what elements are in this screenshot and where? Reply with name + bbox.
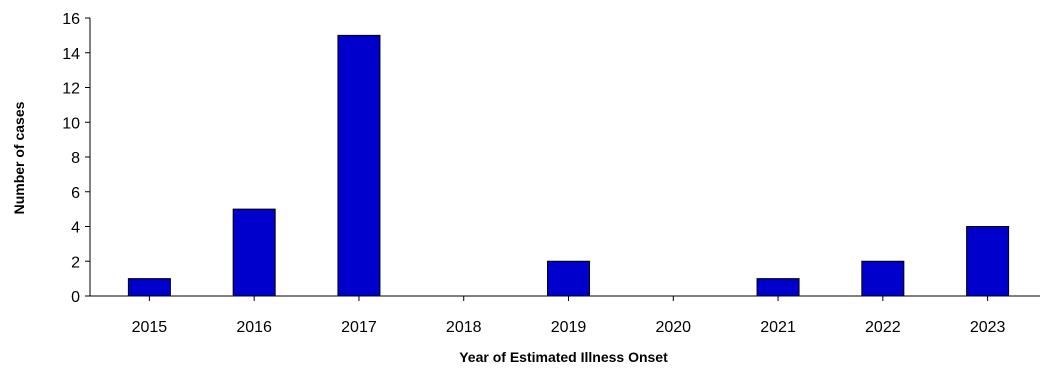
x-tick-label: 2023 [970,319,1006,336]
x-tick-label: 2019 [551,319,587,336]
x-tick-label: 2018 [446,319,482,336]
bar-2015 [127,278,171,297]
y-tick-label: 14 [62,46,80,63]
x-tick-label: 2015 [132,319,168,336]
y-tick-label: 10 [62,115,80,132]
x-axis-title: Year of Estimated Illness Onset [459,349,668,365]
bar-2021 [756,278,800,297]
x-tick-label: 2017 [341,319,377,336]
y-tick-label: 2 [71,254,80,271]
y-tick-label: 16 [62,11,80,28]
y-tick-label: 0 [71,289,80,306]
y-axis-ticks: 0 2 4 6 8 10 12 14 16 [62,11,90,306]
y-tick-label: 12 [62,81,80,98]
bars [127,34,1010,297]
x-tick-label: 2016 [236,319,272,336]
bar-2019 [547,260,590,297]
y-axis-title: Number of cases [11,101,27,214]
bar-2022 [861,260,905,297]
y-tick-label: 4 [71,220,80,237]
x-tick-label: 2021 [760,319,796,336]
y-tick-label: 8 [71,150,80,167]
x-tick-label: 2022 [865,319,901,336]
x-tick-label: 2020 [655,319,691,336]
bar-2023 [966,226,1010,297]
bar-2017 [337,34,381,297]
x-axis-ticks: 2015 2016 2017 2018 2019 2020 2021 2022 2023 [132,296,1006,336]
y-tick-label: 6 [71,185,80,202]
bar-2016 [232,208,276,297]
